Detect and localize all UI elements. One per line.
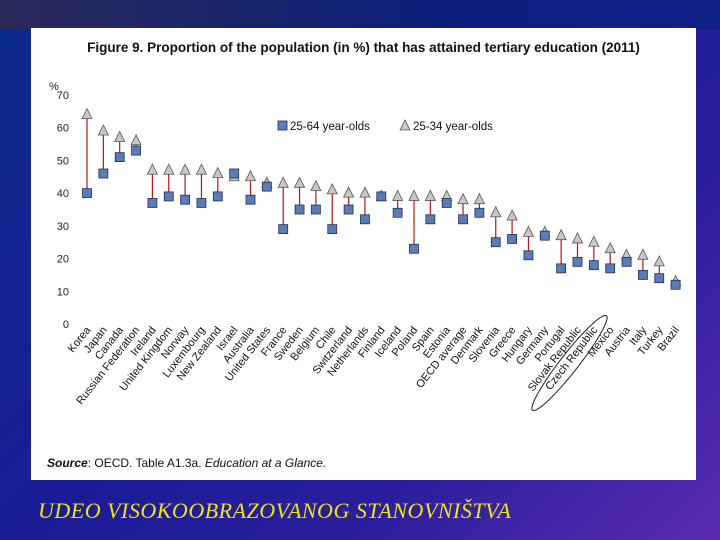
marker-25-64 [360,214,370,225]
y-tick-label: 40 [57,188,69,200]
marker-25-64 [507,234,518,244]
y-tick-label: 10 [57,286,69,298]
marker-25-34 [195,163,208,175]
marker-25-34 [506,209,518,221]
marker-25-64 [261,181,272,192]
marker-25-64 [523,250,534,261]
source-publication: Education at a Glance. [204,456,327,470]
marker-25-34 [130,133,142,146]
marker-25-64 [670,279,681,290]
marker-25-34 [571,232,584,244]
marker-25-64 [212,191,223,202]
chart-plot: 0 10 20 30 40 50 60 70% 25-64 year-olds 25-34 yea… [49,81,682,412]
marker-25-64 [605,263,616,274]
marker-25-64 [278,224,289,235]
marker-25-64 [638,270,648,280]
marker-25-34 [97,124,109,136]
marker-25-34 [457,192,469,205]
marker-25-64 [409,243,419,254]
marker-25-64 [621,256,632,267]
legend-label-25-64: 25-64 year-olds [290,121,370,133]
marker-25-64 [376,191,387,202]
marker-25-34 [392,189,404,201]
chart-title: Figure 9. Proportion of the population (… [87,40,640,55]
y-tick-label: 60 [57,123,69,135]
marker-25-34 [588,235,600,247]
marker-25-64 [588,260,599,271]
marker-25-34 [179,163,191,175]
marker-25-34 [342,186,355,198]
y-tick-label: 70 [57,90,69,102]
y-tick-label: 0 [63,319,69,331]
marker-25-34 [522,225,535,237]
y-tick-label: 30 [57,221,69,233]
marker-25-64 [441,198,452,208]
source-line: Source: OECD. Table A1.3a. Education at … [47,456,326,470]
marker-25-34 [424,189,436,201]
marker-25-64 [474,207,485,218]
marker-25-34 [326,182,338,195]
marker-25-34 [637,248,649,260]
marker-25-64 [572,256,583,267]
y-axis-label: % [49,81,59,93]
marker-25-34 [359,186,371,198]
legend-marker-25-64 [277,120,288,131]
marker-25-34 [555,228,567,241]
marker-25-64 [180,194,191,205]
marker-25-34 [490,205,502,218]
marker-25-64 [294,204,305,215]
marker-25-64 [245,194,256,205]
marker-25-64 [82,188,92,199]
marker-25-64 [229,168,240,179]
legend-marker-25-34 [399,119,411,131]
marker-25-64 [327,224,338,235]
marker-25-34 [473,192,486,205]
marker-25-64 [556,263,567,274]
marker-25-34 [212,166,224,178]
marker-25-64 [490,237,501,248]
marker-25-64 [392,207,403,218]
marker-25-64 [131,145,141,156]
highlight-ellipse [531,314,608,412]
marker-25-64 [425,214,436,225]
slide-top-shade [0,0,720,30]
marker-25-34 [310,179,322,192]
slide-caption: UDEO VISOKOOBRAZOVANOG STANOVNIŠTVA [38,498,512,523]
marker-25-34 [277,176,289,188]
y-tick-label: 50 [57,155,69,167]
marker-25-34 [408,189,420,201]
chart-panel: Figure 9. Proportion of the population (… [31,28,696,480]
marker-25-64 [98,168,109,179]
marker-25-34 [146,163,159,175]
source-text: : OECD. Table A1.3a. [87,456,205,470]
marker-25-34 [81,107,93,120]
marker-25-34 [293,176,306,188]
marker-25-64 [163,191,174,202]
marker-25-64 [343,204,354,215]
marker-25-64 [310,204,321,215]
marker-25-64 [458,214,468,225]
marker-25-64 [539,230,550,241]
marker-25-64 [654,273,665,284]
marker-25-34 [163,163,175,175]
source-label: Source [47,456,88,470]
marker-25-34 [114,130,126,142]
legend-label-25-34: 25-34 year-olds [413,121,493,133]
marker-25-34 [604,241,616,254]
marker-25-34 [244,169,257,182]
marker-25-64 [147,198,158,208]
marker-25-64 [196,198,207,208]
marker-25-64 [114,152,125,163]
y-tick-label: 20 [57,254,69,266]
marker-25-34 [653,254,665,267]
